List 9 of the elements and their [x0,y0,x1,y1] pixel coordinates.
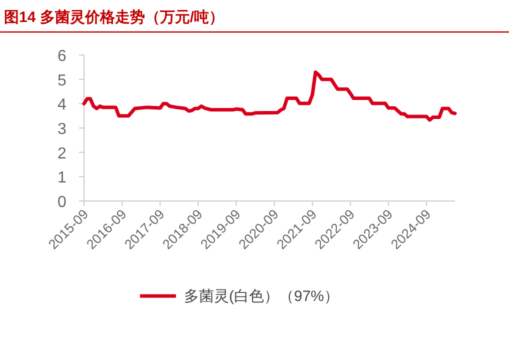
y-tick-label: 6 [58,48,67,65]
y-tick-label: 1 [58,170,67,187]
y-tick-label: 0 [58,194,67,211]
legend-label: 多菌灵(白色）（97%） [184,288,340,305]
title: 图14 多菌灵价格走势（万元/吨） [4,9,224,26]
y-tick-label: 3 [58,121,67,138]
y-tick-label: 5 [58,72,67,90]
y-tick-label: 2 [58,145,67,162]
y-tick-label: 4 [58,96,67,114]
